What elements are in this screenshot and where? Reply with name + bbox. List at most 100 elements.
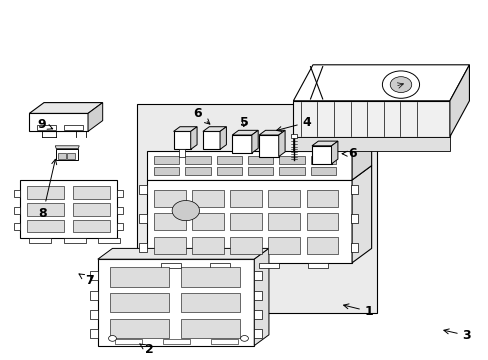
Polygon shape bbox=[259, 130, 285, 135]
Polygon shape bbox=[254, 248, 268, 346]
Bar bbox=[110, 319, 168, 338]
Bar bbox=[216, 156, 242, 164]
Bar bbox=[73, 220, 110, 232]
Bar bbox=[139, 185, 146, 194]
Bar bbox=[27, 203, 63, 216]
Circle shape bbox=[172, 201, 199, 221]
Bar bbox=[181, 293, 239, 312]
Bar bbox=[115, 339, 142, 344]
Polygon shape bbox=[29, 103, 102, 113]
Bar bbox=[110, 267, 168, 287]
Bar bbox=[154, 237, 185, 254]
Bar bbox=[90, 291, 98, 300]
Bar bbox=[192, 213, 224, 230]
Bar bbox=[63, 125, 83, 130]
Text: 1: 1 bbox=[343, 304, 373, 318]
Bar bbox=[154, 167, 179, 175]
Text: 8: 8 bbox=[39, 159, 57, 220]
Polygon shape bbox=[331, 141, 337, 164]
Bar bbox=[73, 186, 110, 199]
Bar bbox=[230, 237, 262, 254]
Circle shape bbox=[382, 71, 419, 98]
Polygon shape bbox=[29, 113, 88, 131]
Bar bbox=[29, 238, 51, 243]
Bar bbox=[230, 190, 262, 207]
Bar bbox=[254, 291, 261, 300]
Bar bbox=[58, 153, 66, 159]
Bar bbox=[161, 263, 181, 268]
Polygon shape bbox=[293, 101, 449, 137]
Polygon shape bbox=[203, 127, 226, 131]
Text: 3: 3 bbox=[443, 329, 470, 342]
Bar bbox=[247, 167, 273, 175]
Bar bbox=[154, 156, 179, 164]
Bar bbox=[268, 213, 300, 230]
Polygon shape bbox=[293, 137, 449, 151]
Circle shape bbox=[240, 336, 248, 341]
Bar bbox=[210, 263, 229, 268]
Polygon shape bbox=[173, 127, 197, 131]
Polygon shape bbox=[220, 127, 226, 149]
Bar bbox=[268, 237, 300, 254]
Polygon shape bbox=[278, 130, 285, 157]
Bar bbox=[230, 213, 262, 230]
Bar bbox=[37, 125, 56, 130]
Polygon shape bbox=[88, 103, 102, 131]
Polygon shape bbox=[55, 146, 79, 149]
Polygon shape bbox=[232, 135, 251, 153]
Bar bbox=[192, 237, 224, 254]
Bar bbox=[310, 167, 335, 175]
Bar bbox=[90, 329, 98, 338]
Polygon shape bbox=[351, 166, 371, 263]
Bar bbox=[216, 167, 242, 175]
Text: 6: 6 bbox=[342, 147, 357, 160]
Circle shape bbox=[108, 336, 116, 341]
Bar bbox=[110, 293, 168, 312]
Bar bbox=[27, 220, 63, 232]
Text: 6: 6 bbox=[193, 107, 209, 124]
Polygon shape bbox=[449, 65, 468, 137]
Bar bbox=[306, 190, 338, 207]
Polygon shape bbox=[232, 130, 258, 135]
Bar bbox=[90, 271, 98, 280]
Bar bbox=[56, 149, 78, 160]
Polygon shape bbox=[20, 180, 117, 238]
Bar bbox=[139, 214, 146, 223]
Bar bbox=[27, 186, 63, 199]
Polygon shape bbox=[351, 137, 371, 180]
Text: 2: 2 bbox=[140, 343, 153, 356]
Circle shape bbox=[389, 77, 411, 93]
Bar bbox=[291, 134, 297, 138]
Bar bbox=[350, 243, 358, 252]
Bar bbox=[310, 156, 335, 164]
Bar bbox=[306, 213, 338, 230]
Bar bbox=[154, 213, 185, 230]
Polygon shape bbox=[311, 141, 337, 146]
Polygon shape bbox=[98, 248, 268, 259]
Polygon shape bbox=[137, 104, 376, 313]
Bar bbox=[67, 153, 75, 159]
Bar bbox=[14, 190, 20, 197]
Bar bbox=[254, 310, 261, 319]
Polygon shape bbox=[293, 65, 468, 101]
Bar bbox=[306, 237, 338, 254]
Polygon shape bbox=[311, 146, 331, 164]
Polygon shape bbox=[251, 130, 258, 153]
Bar bbox=[259, 263, 278, 268]
Bar bbox=[117, 223, 123, 230]
Bar bbox=[154, 190, 185, 207]
Polygon shape bbox=[146, 180, 351, 263]
Bar bbox=[163, 339, 189, 344]
Text: 4: 4 bbox=[276, 116, 311, 131]
Bar bbox=[90, 310, 98, 319]
Bar bbox=[14, 207, 20, 214]
Bar bbox=[350, 214, 358, 223]
Bar bbox=[139, 243, 146, 252]
Bar bbox=[254, 329, 261, 338]
Bar bbox=[63, 238, 85, 243]
Bar bbox=[117, 207, 123, 214]
Text: 9: 9 bbox=[37, 118, 53, 131]
Bar bbox=[192, 190, 224, 207]
Bar bbox=[279, 156, 304, 164]
Bar bbox=[350, 185, 358, 194]
